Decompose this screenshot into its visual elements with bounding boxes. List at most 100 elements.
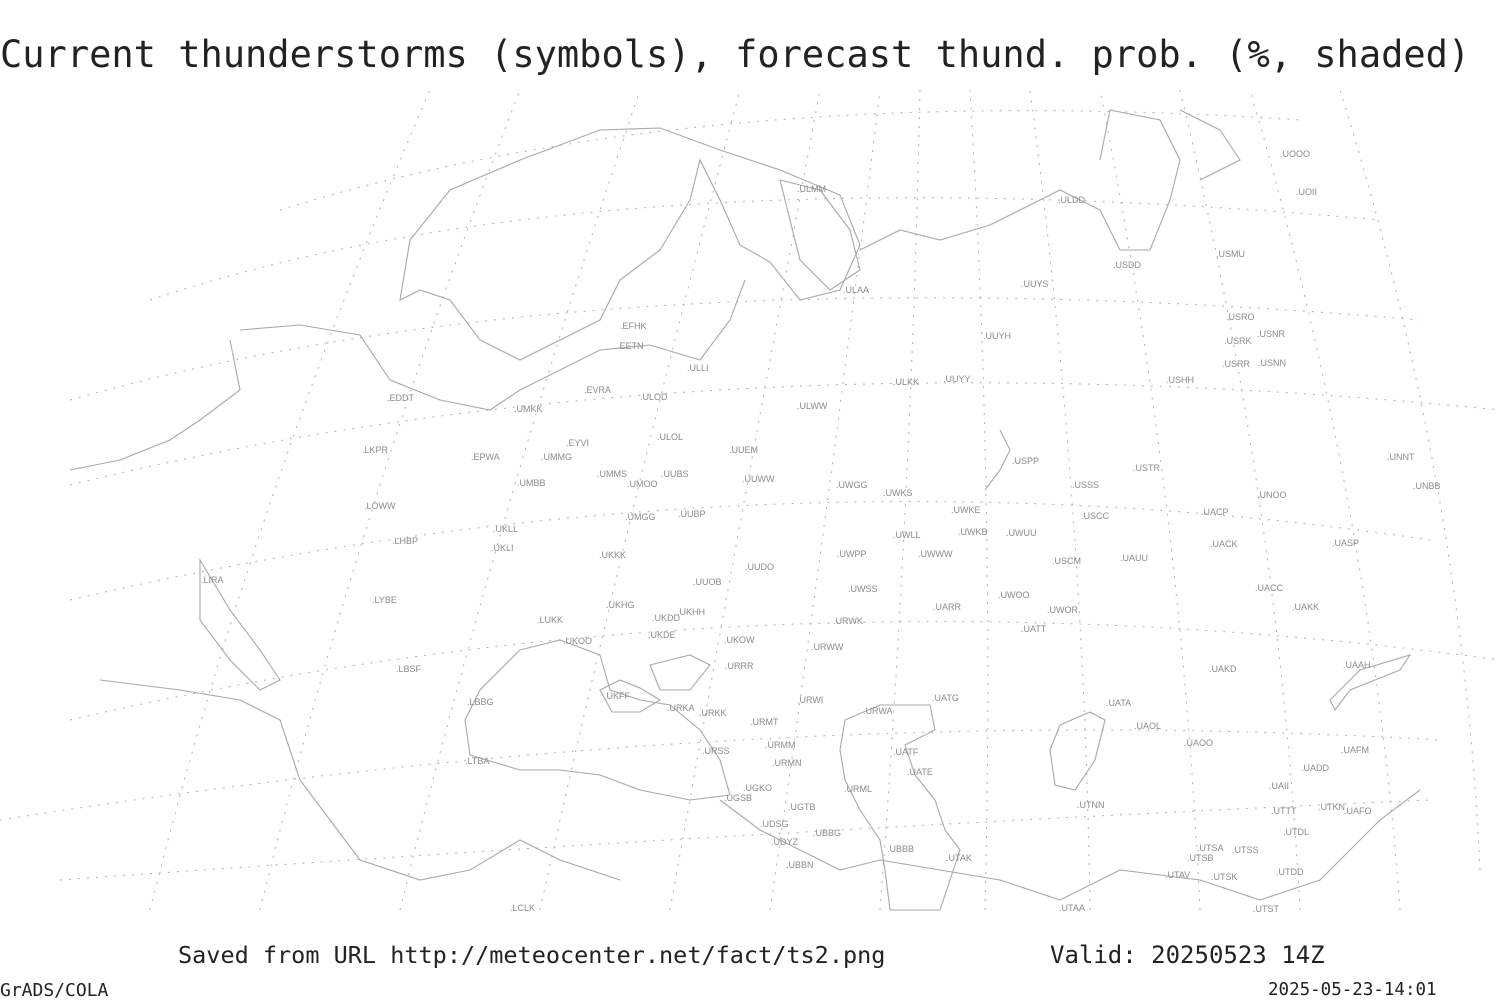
graticule-longitude-line <box>879 89 921 911</box>
station-label-uafm: .UAFM <box>1341 745 1369 755</box>
station-label-ulkk: .ULKK <box>893 377 919 387</box>
station-label-utak: .UTAK <box>946 853 972 863</box>
station-label-lclk: .LCLK <box>510 903 535 913</box>
graticule-latitude-line <box>69 382 1500 486</box>
station-label-eetn: .EETN <box>617 341 644 351</box>
station-label-uacc: .UACC <box>1255 583 1284 593</box>
station-label-uaii: .UAII <box>1269 781 1289 791</box>
graticule-longitude-line <box>1249 89 1401 911</box>
station-label-uatf: .UATF <box>893 747 919 757</box>
station-label-uldd: .ULDD <box>1058 195 1086 205</box>
station-label-lkpr: .LKPR <box>362 445 389 455</box>
station-label-umkk: .UMKK <box>514 404 543 414</box>
station-label-uscm: .USCM <box>1052 556 1081 566</box>
graticule-latitude-line <box>279 110 1301 211</box>
station-labels: .ULMM .ULDD .UOOO .UOII .USMU .USDD .ULAA .UUYS… <box>201 149 1441 914</box>
graticule-longitude-line <box>1029 89 1091 911</box>
station-label-uatg: .UATG <box>932 693 959 703</box>
station-label-lukk: .LUKK <box>537 615 563 625</box>
station-label-uuww: .UUWW <box>742 474 775 484</box>
aral-sea-outline <box>1049 711 1106 791</box>
station-label-ummg: .UMMG <box>541 452 572 462</box>
station-label-uoii: .UOII <box>1296 187 1317 197</box>
station-label-uwor: .UWOR <box>1047 605 1078 615</box>
station-label-ubbg: .UBBG <box>813 828 841 838</box>
station-label-uwpp: .UWPP <box>837 549 867 559</box>
station-label-uuob: .UUOB <box>693 577 722 587</box>
station-label-uaoo: .UAOO <box>1184 738 1213 748</box>
graticule-latitude-line <box>0 729 1441 821</box>
station-label-epwa: .EPWA <box>471 452 500 462</box>
station-label-urkk: .URKK <box>699 708 727 718</box>
station-label-uuyh: .UUYH <box>983 331 1011 341</box>
station-label-uwoo: .UWOO <box>998 590 1030 600</box>
station-label-ukli: .UKLI <box>491 543 514 553</box>
station-label-uwuu: .UWUU <box>1006 528 1037 538</box>
europe-west-outline <box>69 339 241 471</box>
station-label-uwww: .UWWW <box>918 549 953 559</box>
station-label-uaol: .UAOL <box>1134 721 1161 731</box>
station-label-eddt: .EDDT <box>387 393 415 403</box>
station-label-unbb: .UNBB <box>1413 481 1441 491</box>
station-label-uacp: .UACP <box>1201 507 1229 517</box>
station-label-uasp: .UASP <box>1332 538 1359 548</box>
station-label-usmu: .USMU <box>1216 249 1245 259</box>
station-label-uscc: .USCC <box>1081 511 1110 521</box>
station-label-ukoo: .UKOO <box>563 636 592 646</box>
station-label-urrr: .URRR <box>725 661 754 671</box>
station-label-unoo: .UNOO <box>1257 490 1287 500</box>
station-label-uwke: .UWKE <box>951 505 981 515</box>
station-label-ukkk: .UKKK <box>599 550 626 560</box>
station-label-ukll: .UKLL <box>493 524 518 534</box>
station-label-loww: .LOWW <box>364 501 396 511</box>
graticule-latitude-line <box>59 799 1431 881</box>
station-label-uwll: .UWLL <box>893 530 921 540</box>
station-label-urww: .URWW <box>811 642 844 652</box>
station-label-lhbp: .LHBP <box>392 536 418 546</box>
station-label-uuyy: .UUYY <box>943 374 971 384</box>
station-label-umgg: .UMGG <box>625 512 656 522</box>
station-label-utaa: .UTAA <box>1059 903 1085 913</box>
station-label-uwks: .UWKS <box>883 488 913 498</box>
graticule-latitude-line <box>69 297 1421 401</box>
station-label-uubs: .UUBS <box>661 469 689 479</box>
station-label-umoo: .UMOO <box>627 479 658 489</box>
station-label-umbb: .UMBB <box>517 478 546 488</box>
station-label-ulol: .ULOL <box>657 432 683 442</box>
station-label-ukhg: .UKHG <box>606 600 635 610</box>
station-label-uwss: .UWSS <box>848 584 878 594</box>
generated-timestamp: 2025-05-23-14:01 <box>1268 980 1437 1000</box>
station-label-utss: .UTSS <box>1232 845 1259 855</box>
graticule-longitude-line <box>149 89 431 911</box>
station-label-ushh: .USHH <box>1166 375 1194 385</box>
station-label-urwa: .URWA <box>863 706 893 716</box>
station-label-uakk: .UAKK <box>1292 602 1319 612</box>
station-label-uttt: .UTTT <box>1271 806 1297 816</box>
station-label-uarr: .UARR <box>933 602 962 612</box>
station-label-uakd: .UAKD <box>1209 664 1237 674</box>
station-label-urmm: .URMM <box>765 740 796 750</box>
station-label-ugko: .UGKO <box>743 783 772 793</box>
graticule-longitude-line <box>539 89 741 911</box>
station-label-uack: .UACK <box>1210 539 1238 549</box>
station-label-uata: .UATA <box>1106 698 1131 708</box>
station-label-ulli: .ULLI <box>687 363 709 373</box>
black-sea-outline <box>464 639 731 801</box>
station-label-urml: .URML <box>844 784 872 794</box>
station-label-ulmm: .ULMM <box>797 184 826 194</box>
station-label-lbbg: .LBBG <box>467 697 494 707</box>
station-label-urmt: .URMT <box>750 717 779 727</box>
station-label-utnn: .UTNN <box>1077 800 1105 810</box>
station-label-uaah: .UAAH <box>1343 660 1371 670</box>
station-label-usdd: .USDD <box>1113 260 1142 270</box>
station-label-eyvi: .EYVI <box>566 438 589 448</box>
caspian-sea-outline <box>839 704 961 911</box>
graticule-longitude-line <box>1099 89 1201 911</box>
graticule-longitude-line <box>1179 89 1301 911</box>
station-label-ustr: .USTR <box>1133 463 1161 473</box>
station-label-udsg: .UDSG <box>760 819 789 829</box>
station-label-utsa: .UTSA <box>1197 843 1224 853</box>
graticule-longitude-line <box>399 89 641 911</box>
station-label-utkn: .UTKN <box>1318 802 1345 812</box>
